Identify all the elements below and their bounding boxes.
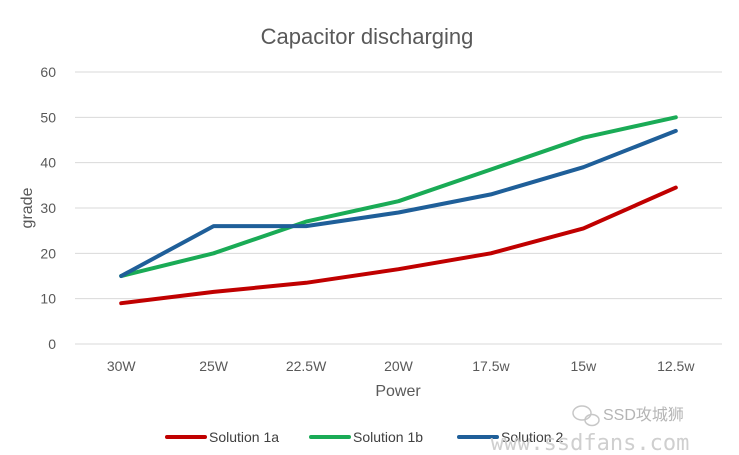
y-axis-label: grade xyxy=(19,187,36,228)
watermark: SSD攻城狮 www.ssdfans.com xyxy=(491,405,690,455)
y-tick-label: 30 xyxy=(40,200,56,216)
series-line-1 xyxy=(119,185,678,306)
watermark-url: www.ssdfans.com xyxy=(491,431,690,455)
y-tick-label: 20 xyxy=(40,245,56,261)
legend-label: Solution 2 xyxy=(501,429,563,445)
y-axis-ticks: 0 10 20 30 40 50 60 xyxy=(40,64,56,352)
x-tick-label: 12.5w xyxy=(657,358,695,374)
x-tick-label: 17.5w xyxy=(472,358,510,374)
y-tick-label: 0 xyxy=(48,336,56,352)
legend-label: Solution 1a xyxy=(209,429,279,445)
gridlines xyxy=(75,71,722,345)
chart-title: Capacitor discharging xyxy=(261,24,474,49)
y-tick-label: 40 xyxy=(40,155,56,171)
legend: Solution 1a Solution 1b Solution 2 xyxy=(165,429,563,445)
x-tick-label: 20W xyxy=(384,358,414,374)
y-tick-label: 60 xyxy=(40,64,56,80)
series-lines xyxy=(119,115,678,306)
legend-label: Solution 1b xyxy=(353,429,423,445)
x-tick-label: 22.5W xyxy=(286,358,327,374)
watermark-brand: SSD攻城狮 xyxy=(603,406,684,424)
y-tick-label: 50 xyxy=(40,109,56,125)
x-tick-label: 25W xyxy=(199,358,229,374)
x-axis-label: Power xyxy=(375,383,421,400)
x-axis-ticks: 30W 25W 22.5W 20W 17.5w 15w 12.5w xyxy=(107,358,696,374)
series-line-3 xyxy=(119,128,678,278)
x-tick-label: 30W xyxy=(107,358,137,374)
series-line-2 xyxy=(119,115,678,278)
x-tick-label: 15w xyxy=(571,358,598,374)
wechat-logo-icon xyxy=(572,405,600,427)
y-tick-label: 10 xyxy=(40,291,56,307)
